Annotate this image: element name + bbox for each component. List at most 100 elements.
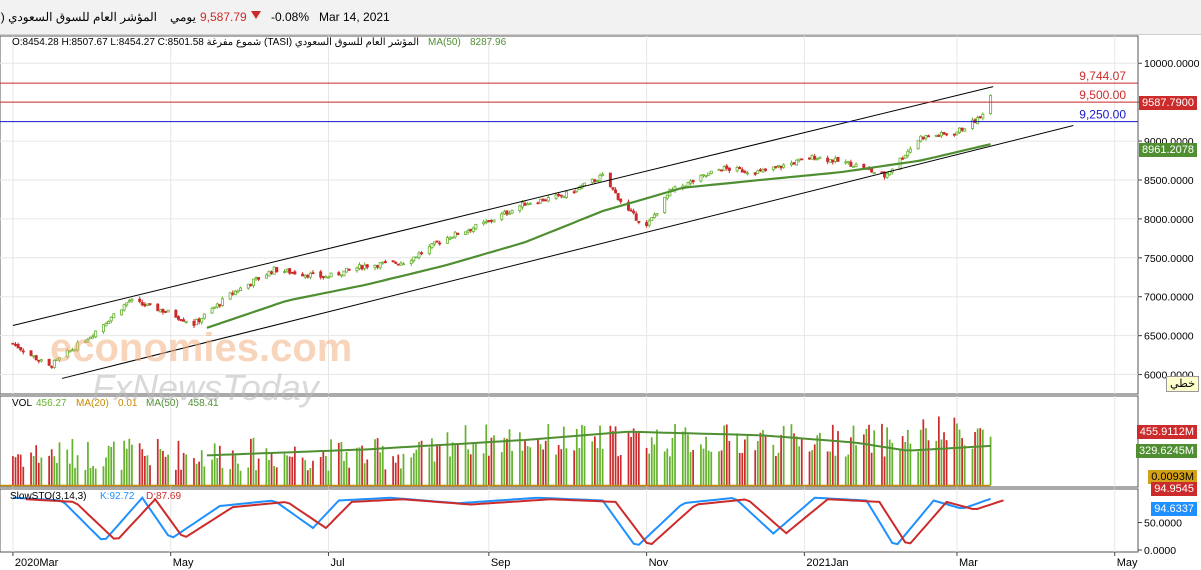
candle-body [647,220,651,226]
candle-body [655,212,659,216]
candle-body [391,260,395,263]
level-label: 9,500.00 [1079,88,1126,102]
candle-body [220,298,224,306]
y-tick-label: 6500.0000 [1144,331,1194,343]
candle-body [246,283,250,289]
vol-legend-label: VOL [12,398,33,409]
scale-type-button[interactable]: خطي [1166,376,1199,392]
candle-body [484,221,488,224]
candle-body [952,133,956,136]
candle-body [924,135,928,139]
volume-tag-c: 0.0093M [1148,470,1197,484]
candle-body [161,308,165,313]
candle-body [55,358,59,361]
ma-legend-value: 8287.96 [470,37,507,48]
candle-body [471,227,475,232]
period-label[interactable]: يومي [170,10,196,24]
candle-body [937,135,941,137]
candle-body [779,165,783,169]
candle-body [91,335,95,338]
candle-body [156,303,160,312]
candle-body [275,267,279,273]
candle-body [916,140,920,150]
candle-body [650,217,654,221]
stoch-legend-label: SlowSTO(3,14,3) [10,491,87,502]
y-tick-label: 8000.0000 [1144,214,1194,226]
candle-body [740,169,744,173]
ma-legend-label: MA(50) [428,37,461,48]
candle-body [764,168,768,171]
ma-tag: 8961.2078 [1139,143,1197,157]
candle-body [595,180,599,183]
candle-body [583,182,587,186]
candle-body [39,359,43,362]
candle-body [37,359,41,362]
candle-body [634,213,638,221]
top-bar: المؤشر العام للسوق السعودي (TASI) يومي 9… [0,0,1201,35]
candle-body [502,211,506,215]
candle-body [311,272,315,275]
level-label: 9,744.07 [1079,69,1126,83]
candle-body [16,343,20,349]
ma50-line [206,143,991,329]
candle-body [14,344,18,346]
candle-body [774,166,778,168]
symbol-title[interactable]: المؤشر العام للسوق السعودي (TASI) [0,10,157,24]
candle-body [921,136,925,140]
candle-body [451,236,455,239]
candle-body [546,197,550,202]
candle-body [572,191,576,194]
candle-body [601,173,605,176]
candle-body [590,178,594,183]
candle-body [707,172,711,176]
candle-body [939,132,943,137]
candle-body [342,270,346,277]
candle-body [629,209,633,212]
candle-body [738,167,742,170]
candle-body [109,316,113,322]
candle-body [145,303,149,306]
candle-body [870,168,874,173]
candle-body [528,203,532,205]
candle-body [474,223,478,230]
candle-body [435,240,439,243]
candle-body [182,319,186,322]
candle-body [489,219,493,222]
candle-body [758,169,762,172]
candle-body [270,271,274,274]
candle-body [562,195,566,198]
candle-body [107,321,111,324]
candle-body [254,277,258,280]
candle-body [355,267,359,272]
candle-body [130,298,134,302]
panel-frame [0,35,1139,395]
candle-body [264,274,268,279]
candle-body [727,167,731,171]
candle-body [619,198,623,202]
candle-body [319,271,323,278]
stoch-tick-label: 0.0000 [1144,545,1176,557]
candle-body [970,119,974,129]
candle-body [358,264,361,269]
candle-body [846,161,850,164]
candle-body [409,260,413,264]
candle-body [417,252,421,258]
candle-body [324,276,328,279]
candle-body [598,175,602,182]
candle-body [195,319,199,326]
volume-tag-a: 455.9112M [1136,425,1197,439]
candle-body [420,252,424,255]
candle-body [510,209,514,214]
panel-frame [0,395,1139,488]
candle-body [652,214,656,218]
channel-upper-line [12,86,994,326]
candle-body [11,342,15,345]
candle-body [303,274,307,278]
candle-body [164,311,168,313]
candle-body [520,201,524,208]
candle-body [554,194,558,199]
channel-lower-line [61,125,1074,379]
candle-body [347,268,351,271]
candle-body [231,292,235,295]
